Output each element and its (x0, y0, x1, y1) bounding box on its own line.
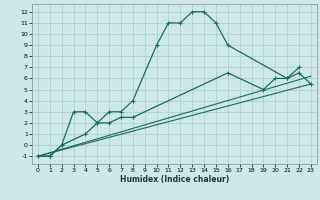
X-axis label: Humidex (Indice chaleur): Humidex (Indice chaleur) (120, 175, 229, 184)
